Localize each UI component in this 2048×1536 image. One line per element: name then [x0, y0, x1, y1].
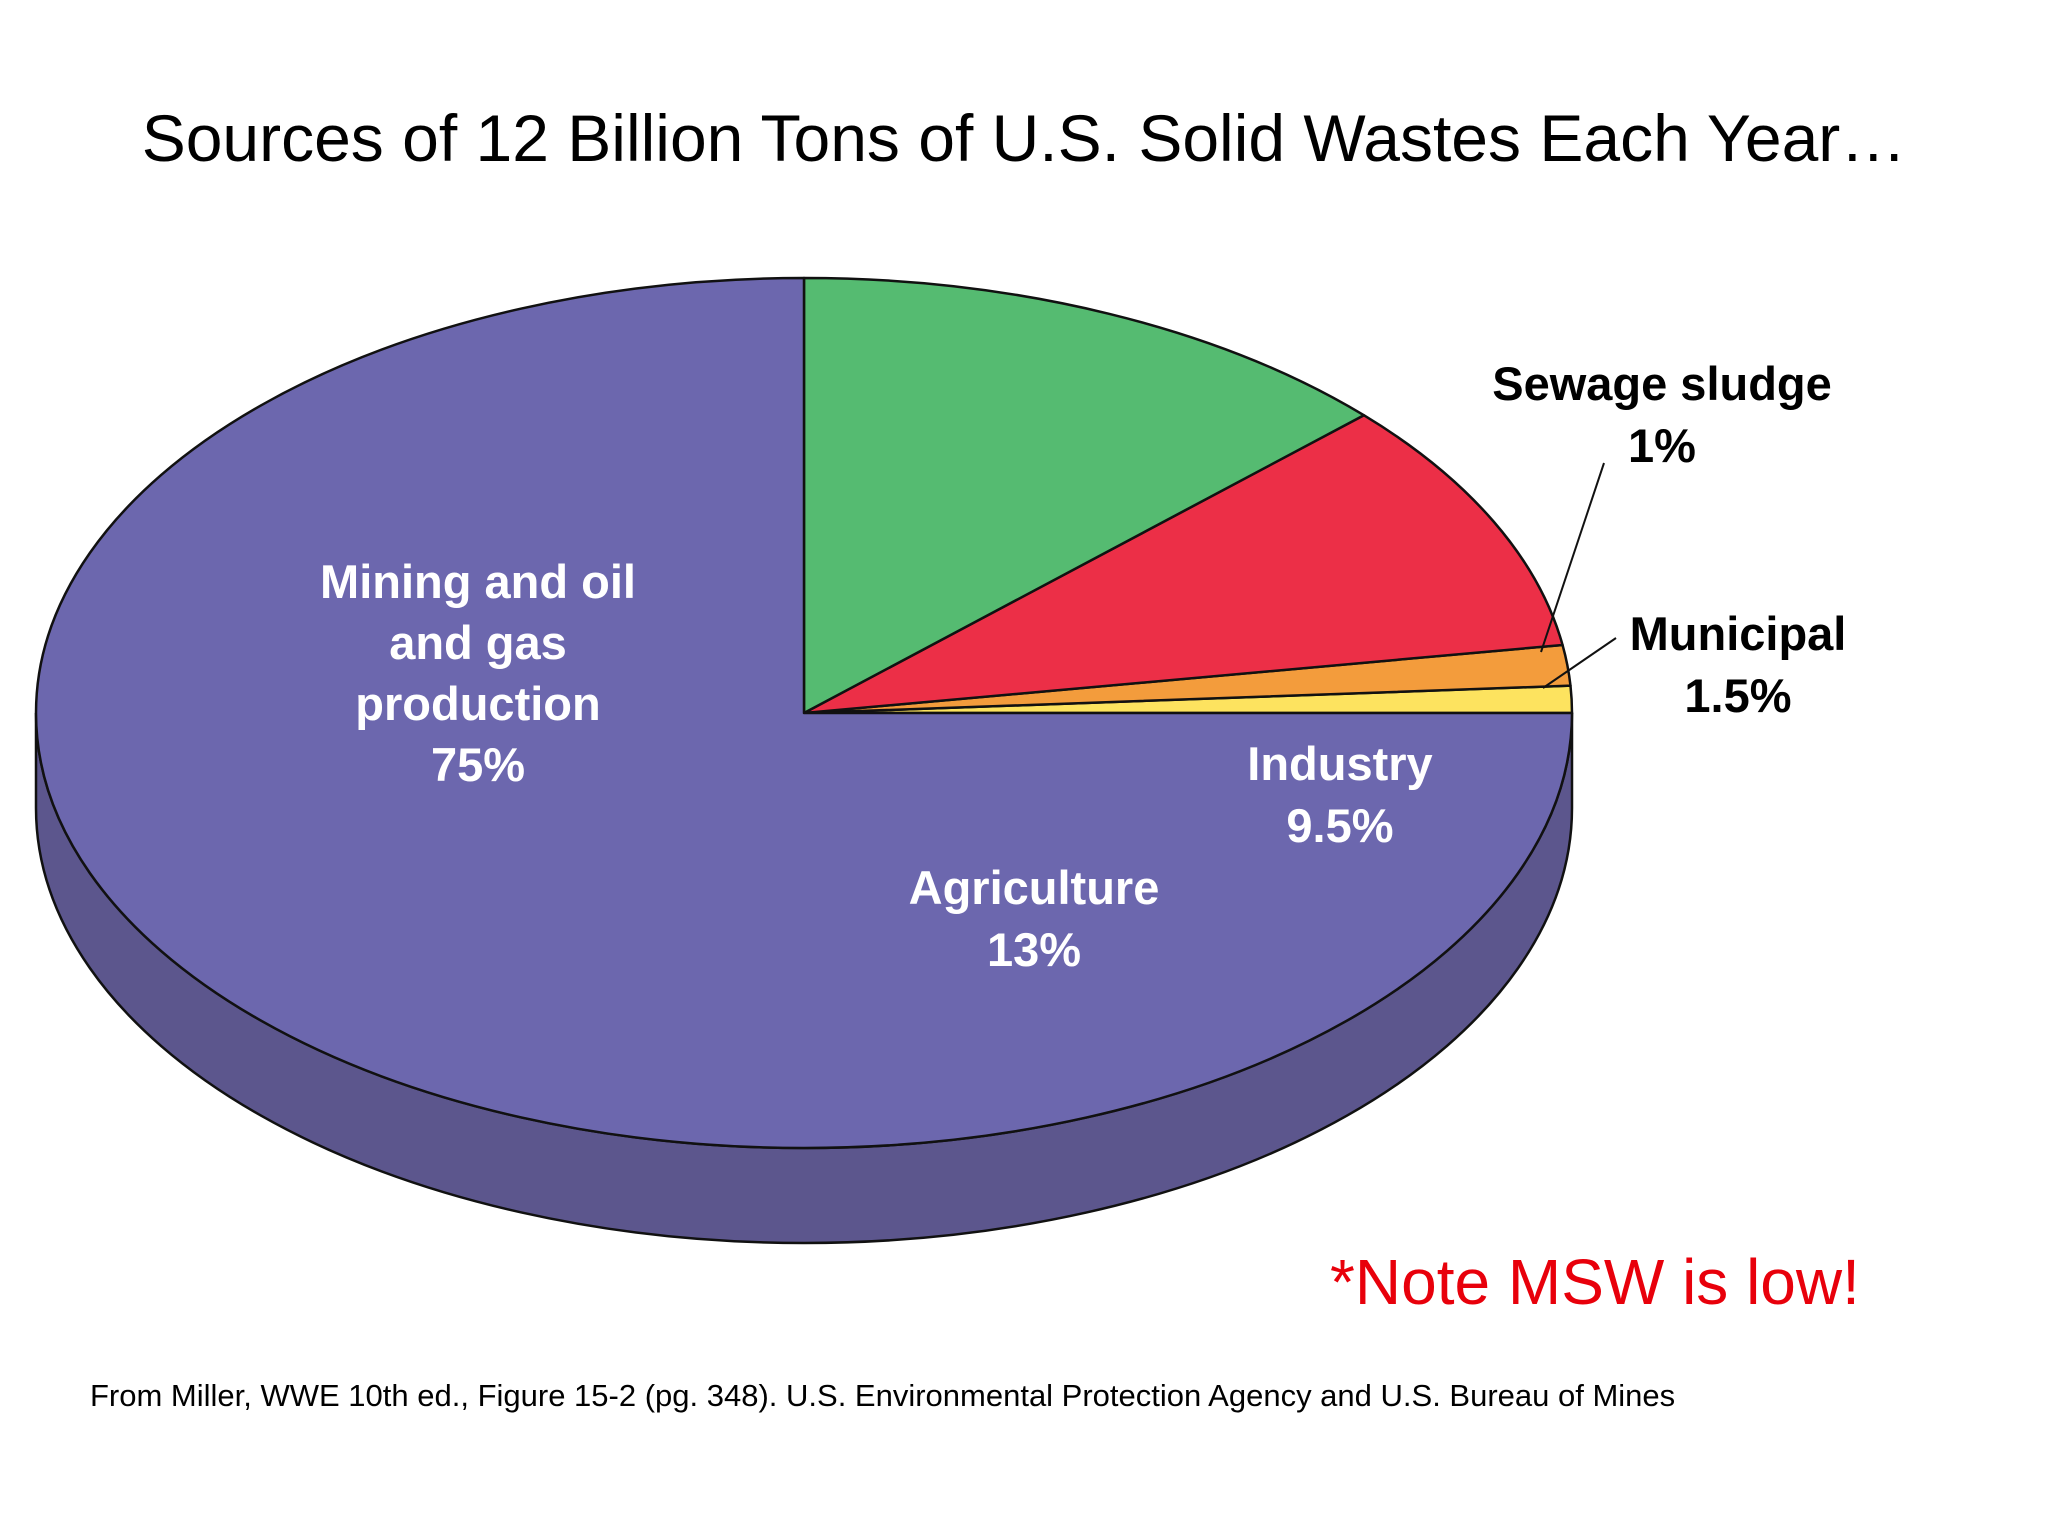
slice-label-industry-1: 9.5% [1286, 799, 1393, 852]
note-text: *Note MSW is low! [1330, 1246, 1860, 1318]
chart-title: Sources of 12 Billion Tons of U.S. Solid… [141, 101, 1907, 175]
slice-label-sewage-sludge-0: Sewage sludge [1492, 357, 1832, 410]
slice-label-agriculture-0: Agriculture [909, 861, 1160, 914]
slice-label-industry-0: Industry [1247, 737, 1432, 790]
slice-label-mining-and-oil-and-gas-production-1: and gas [389, 616, 567, 669]
leader-line-sewage-sludge [1540, 462, 1605, 653]
pie-slice-agriculture [802, 276, 1366, 715]
slice-label-agriculture-1: 13% [987, 923, 1081, 976]
slice-label-municipal-0: Municipal [1630, 607, 1847, 660]
leader-line-municipal [1542, 637, 1617, 689]
pie-slice-industry [802, 413, 1564, 715]
source-citation: From Miller, WWE 10th ed., Figure 15-2 (… [90, 1378, 1676, 1413]
slice-label-sewage-sludge-1: 1% [1628, 419, 1696, 472]
slice-label-mining-and-oil-and-gas-production-2: production [355, 677, 600, 730]
slice-label-municipal-1: 1.5% [1684, 669, 1791, 722]
pie-slice-mining-and-oil-and-gas-production [34, 276, 1574, 1150]
slice-label-mining-and-oil-and-gas-production-3: 75% [431, 738, 525, 791]
slice-label-mining-and-oil-and-gas-production-0: Mining and oil [320, 555, 636, 608]
